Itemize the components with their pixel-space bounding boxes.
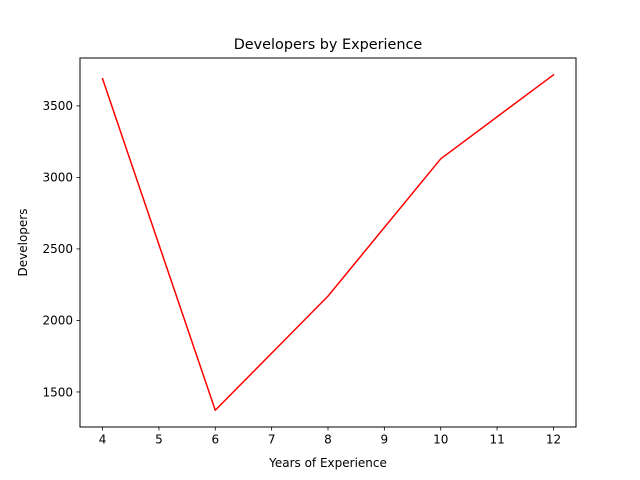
chart-title: Developers by Experience bbox=[234, 37, 423, 53]
x-tick-label: 9 bbox=[381, 433, 389, 447]
y-tick-label: 2500 bbox=[42, 242, 73, 256]
y-tick-label: 3000 bbox=[42, 171, 73, 185]
series-layer bbox=[101, 73, 555, 412]
x-tick-label: 10 bbox=[433, 433, 448, 447]
x-tick-label: 6 bbox=[211, 433, 219, 447]
x-tick-label: 5 bbox=[155, 433, 163, 447]
x-tick-label: 12 bbox=[546, 433, 561, 447]
x-tick-label: 7 bbox=[268, 433, 276, 447]
y-tick-label: 3500 bbox=[42, 99, 73, 113]
y-axis-label: Developers bbox=[16, 209, 30, 277]
x-tick-label: 8 bbox=[324, 433, 332, 447]
y-tick-label: 1500 bbox=[42, 385, 73, 399]
x-tick-label: 4 bbox=[99, 433, 107, 447]
x-axis-label: Years of Experience bbox=[268, 456, 387, 470]
x-axis-ticks: 4 5 6 7 8 9 10 11 12 bbox=[99, 427, 561, 447]
plot-frame bbox=[79, 57, 577, 428]
y-tick-label: 2000 bbox=[42, 314, 73, 328]
x-tick-label: 11 bbox=[489, 433, 504, 447]
y-axis-ticks: 1500 2000 2500 3000 3500 bbox=[42, 99, 80, 399]
series-line bbox=[101, 73, 555, 412]
